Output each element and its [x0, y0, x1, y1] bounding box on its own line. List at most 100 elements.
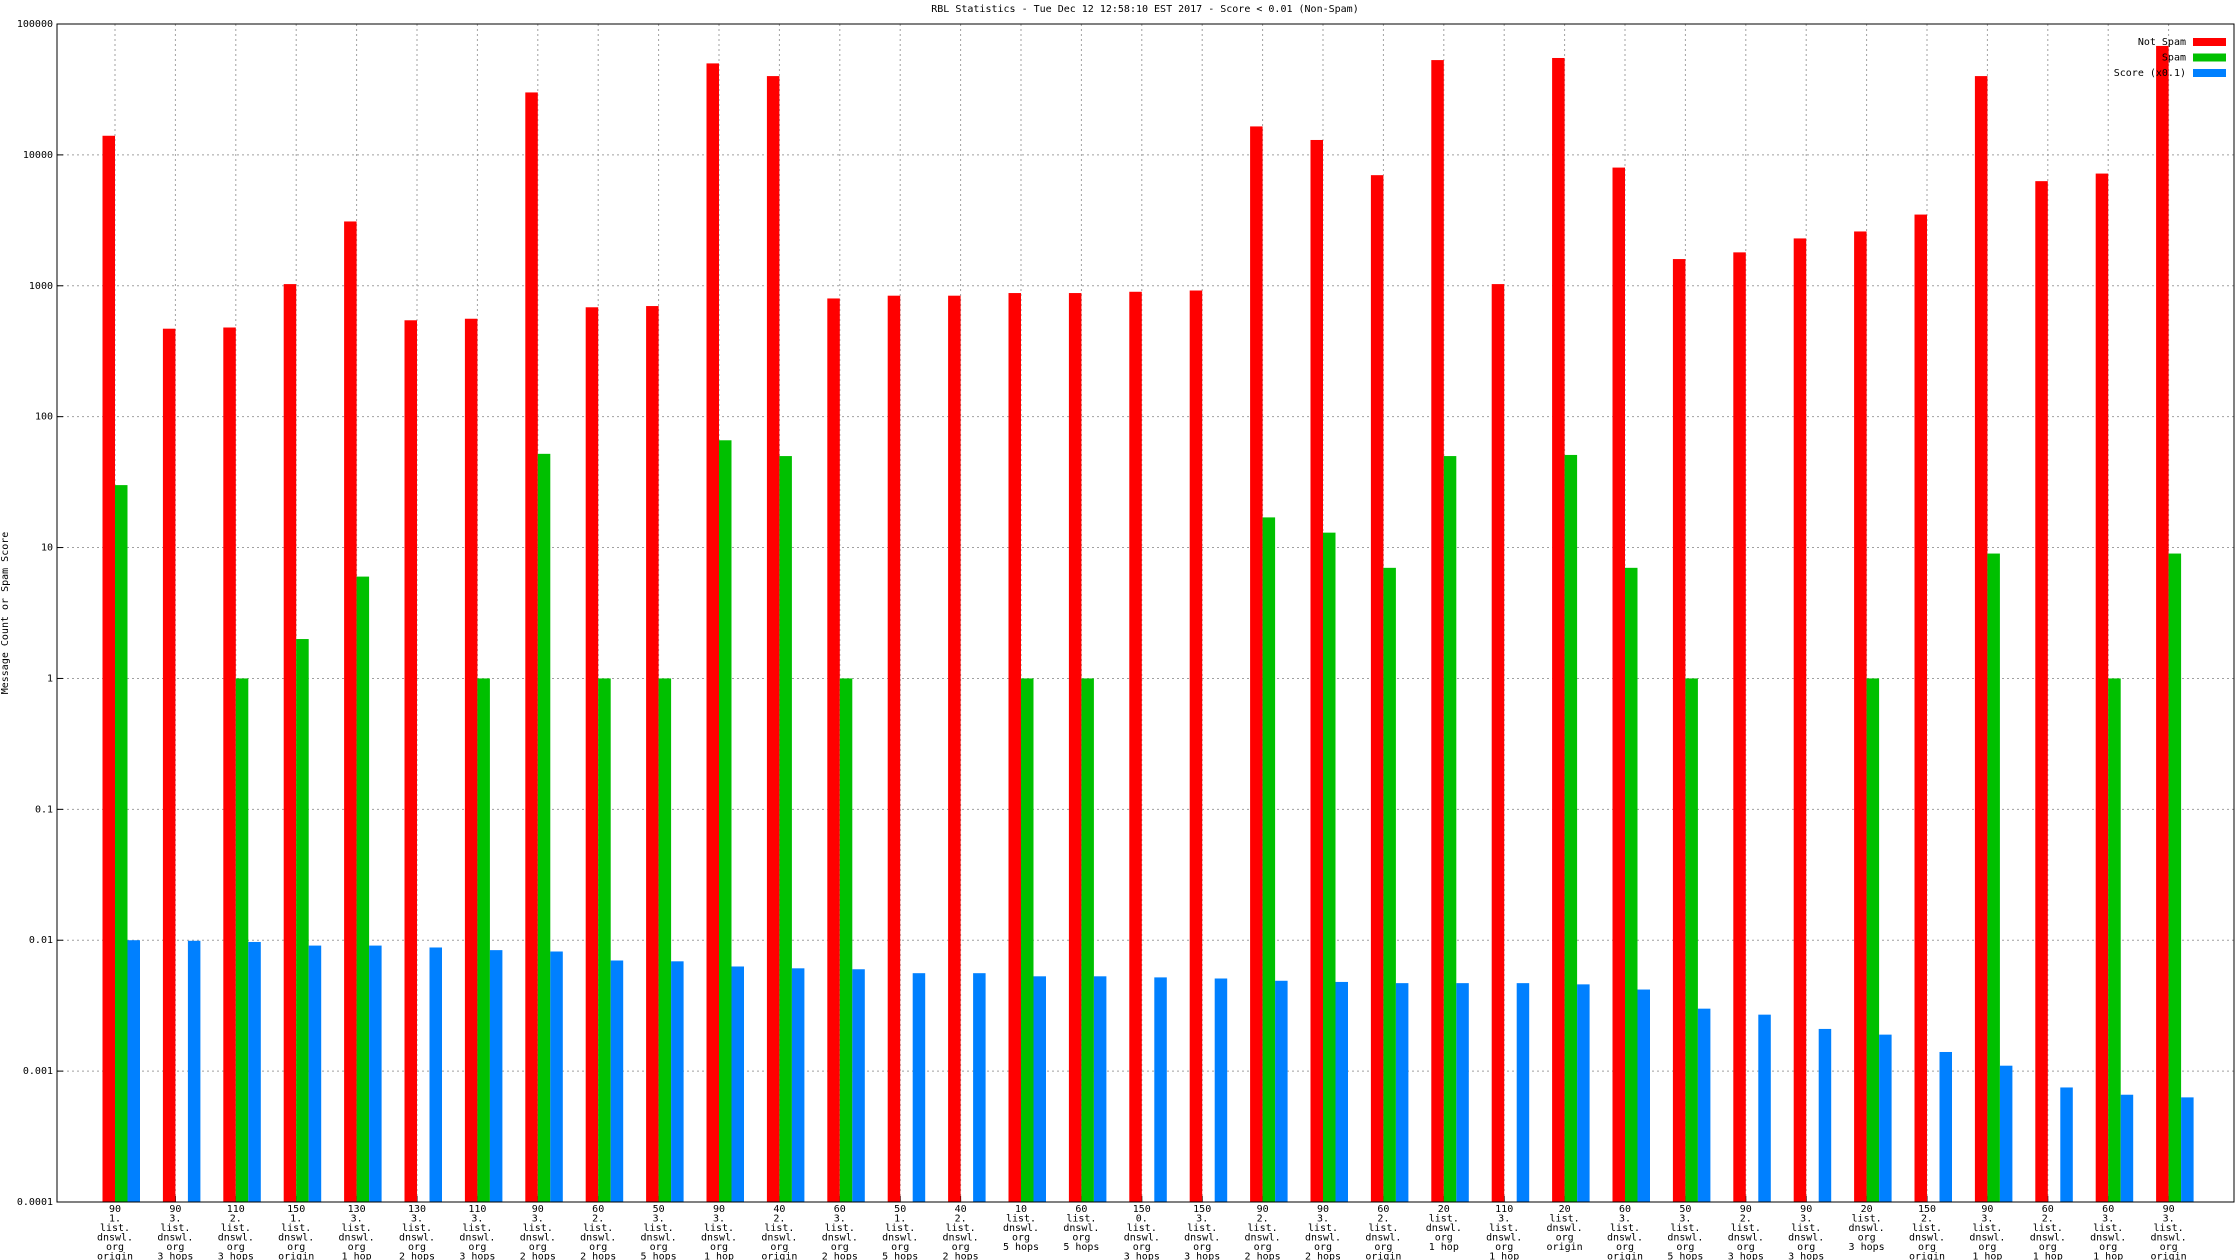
x-tick-label: dnswl.	[1788, 1233, 1824, 1244]
x-tick-label: 10	[1015, 1204, 1027, 1215]
bar	[2035, 181, 2048, 1203]
bar	[706, 63, 719, 1202]
bar	[646, 306, 659, 1202]
x-tick-label: 3 hops	[1184, 1252, 1220, 1260]
x-tick-label: 60	[2102, 1204, 2114, 1215]
bar	[585, 307, 599, 1202]
x-tick-label: 3 hops	[218, 1252, 254, 1260]
bar	[1154, 977, 1167, 1202]
x-tick-label: 50	[1679, 1204, 1691, 1215]
x-tick-label: org	[1676, 1242, 1694, 1253]
x-tick-label: list.	[1368, 1223, 1398, 1234]
x-tick-label: 60	[592, 1204, 604, 1215]
x-tick-label: 90	[2163, 1204, 2175, 1215]
bar	[235, 678, 249, 1202]
x-tick-label: 2.	[955, 1214, 967, 1225]
bar	[610, 960, 624, 1202]
bar	[1999, 1065, 2013, 1202]
bar	[839, 678, 853, 1202]
bar	[404, 320, 417, 1203]
bar	[1758, 1014, 1771, 1202]
x-tick-label: 90	[1740, 1204, 1752, 1215]
bar	[1068, 293, 1082, 1202]
x-tick-label: org	[408, 1242, 426, 1253]
x-tick-label: org	[1737, 1242, 1755, 1253]
y-tick-label: 0.01	[29, 935, 53, 946]
x-tick-label: 20	[1559, 1204, 1571, 1215]
x-tick-label: list.	[825, 1223, 855, 1234]
bar	[1250, 126, 1263, 1203]
x-tick-label: dnswl.	[1486, 1233, 1522, 1244]
x-tick-label: origin	[1365, 1252, 1401, 1260]
x-tick-label: org	[529, 1242, 547, 1253]
bar	[1564, 454, 1578, 1202]
x-tick-label: 40	[955, 1204, 967, 1215]
x-tick-label: 3.	[1196, 1214, 1208, 1225]
x-tick-label: 2.	[1377, 1214, 1389, 1225]
x-tick-label: dnswl.	[822, 1233, 858, 1244]
x-tick-label: 90	[1981, 1204, 1993, 1215]
x-tick-label: 50	[653, 1204, 665, 1215]
x-tick-label: 130	[408, 1204, 426, 1215]
x-tick-label: dnswl.	[761, 1233, 797, 1244]
bar	[525, 92, 538, 1203]
x-tick-label: origin	[1547, 1242, 1583, 1253]
legend-label: Not Spam	[2138, 37, 2186, 48]
x-tick-label: dnswl.	[1063, 1223, 1099, 1234]
x-tick-label: org	[1193, 1242, 1211, 1253]
y-tick-label: 1000	[29, 281, 53, 292]
legend-label: Spam	[2162, 53, 2186, 64]
x-tick-label: dnswl.	[1245, 1233, 1281, 1244]
x-tick-label: dnswl.	[580, 1233, 616, 1244]
bar	[1552, 57, 1565, 1202]
x-tick-label: dnswl.	[1849, 1223, 1885, 1234]
bar	[1370, 175, 1384, 1203]
x-tick-label: org	[166, 1242, 184, 1253]
x-tick-label: 60	[1075, 1204, 1087, 1215]
bar	[1866, 678, 1880, 1202]
x-tick-label: 2 hops	[1305, 1252, 1341, 1260]
bar	[1577, 984, 1590, 1202]
x-tick-label: 110	[227, 1204, 245, 1215]
x-tick-label: dnswl.	[218, 1233, 254, 1244]
bar	[1323, 532, 1336, 1202]
x-tick-label: 150	[1133, 1204, 1151, 1215]
bar	[1697, 1008, 1711, 1202]
x-tick-label: dnswl.	[1426, 1223, 1462, 1234]
x-tick-label: 1 hop	[704, 1252, 734, 1260]
chart-title: RBL Statistics - Tue Dec 12 12:58:10 EST…	[931, 4, 1358, 15]
x-tick-label: origin	[2151, 1252, 2187, 1260]
x-tick-label: 150	[1193, 1204, 1211, 1215]
bar	[2168, 553, 2182, 1202]
bar	[1335, 981, 1348, 1202]
x-tick-label: org	[1012, 1233, 1030, 1244]
x-tick-label: list.	[1127, 1223, 1157, 1234]
bar	[1431, 60, 1444, 1202]
x-tick-label: 5 hops	[1063, 1242, 1099, 1253]
x-tick-label: list.	[221, 1223, 251, 1234]
bar	[731, 966, 744, 1202]
x-tick-label: 1 hop	[2033, 1252, 2063, 1260]
bar	[658, 678, 672, 1202]
x-tick-label: list.	[1187, 1223, 1217, 1234]
x-tick-label: dnswl.	[1305, 1233, 1341, 1244]
x-tick-label: org	[650, 1242, 668, 1253]
x-tick-label: 5 hops	[1667, 1252, 1703, 1260]
x-tick-label: 3 hops	[459, 1252, 495, 1260]
bar	[308, 945, 322, 1202]
x-tick-label: 2 hops	[1245, 1252, 1281, 1260]
x-tick-label: 3.	[471, 1214, 483, 1225]
bar	[1818, 1028, 1832, 1202]
x-tick-label: dnswl.	[157, 1233, 193, 1244]
x-tick-label: 3.	[1981, 1214, 1993, 1225]
bar	[2120, 1094, 2134, 1202]
x-tick-label: 150	[1918, 1204, 1936, 1215]
x-tick-label: 3.	[1800, 1214, 1812, 1225]
x-tick-label: 60	[834, 1204, 846, 1215]
bar	[1854, 231, 1867, 1202]
x-tick-label: list.	[946, 1223, 976, 1234]
x-tick-label: dnswl.	[641, 1233, 677, 1244]
bar	[1987, 553, 2000, 1202]
bar	[2095, 173, 2109, 1202]
x-tick-label: 90	[532, 1204, 544, 1215]
